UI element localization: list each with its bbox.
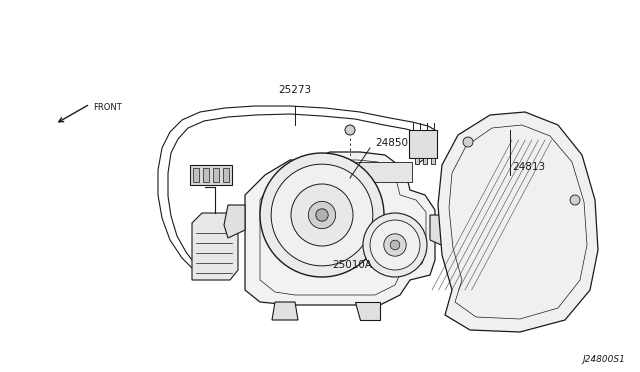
Polygon shape: [190, 165, 232, 185]
Circle shape: [390, 240, 400, 250]
Circle shape: [308, 201, 335, 229]
Polygon shape: [430, 215, 452, 248]
Polygon shape: [431, 158, 435, 164]
Polygon shape: [272, 302, 298, 320]
Circle shape: [260, 153, 384, 277]
Polygon shape: [192, 213, 238, 280]
Circle shape: [271, 164, 373, 266]
Circle shape: [363, 213, 427, 277]
Circle shape: [345, 125, 355, 135]
Text: FRONT: FRONT: [93, 103, 122, 112]
Polygon shape: [213, 168, 219, 182]
Circle shape: [291, 184, 353, 246]
Circle shape: [463, 137, 473, 147]
Polygon shape: [224, 205, 245, 238]
Circle shape: [316, 209, 328, 221]
Polygon shape: [355, 162, 412, 182]
Polygon shape: [438, 112, 598, 332]
Polygon shape: [415, 158, 419, 164]
Polygon shape: [355, 302, 380, 320]
Text: 24850: 24850: [375, 138, 408, 148]
Polygon shape: [203, 168, 209, 182]
Polygon shape: [409, 130, 437, 158]
Text: 24813: 24813: [512, 162, 545, 172]
Polygon shape: [193, 168, 199, 182]
Text: J24800S1: J24800S1: [582, 356, 625, 365]
Circle shape: [570, 195, 580, 205]
Circle shape: [384, 234, 406, 256]
Text: 25273: 25273: [278, 85, 312, 95]
Circle shape: [370, 220, 420, 270]
Polygon shape: [423, 158, 427, 164]
Polygon shape: [245, 152, 435, 305]
Text: 25010A: 25010A: [332, 260, 372, 270]
Polygon shape: [223, 168, 229, 182]
